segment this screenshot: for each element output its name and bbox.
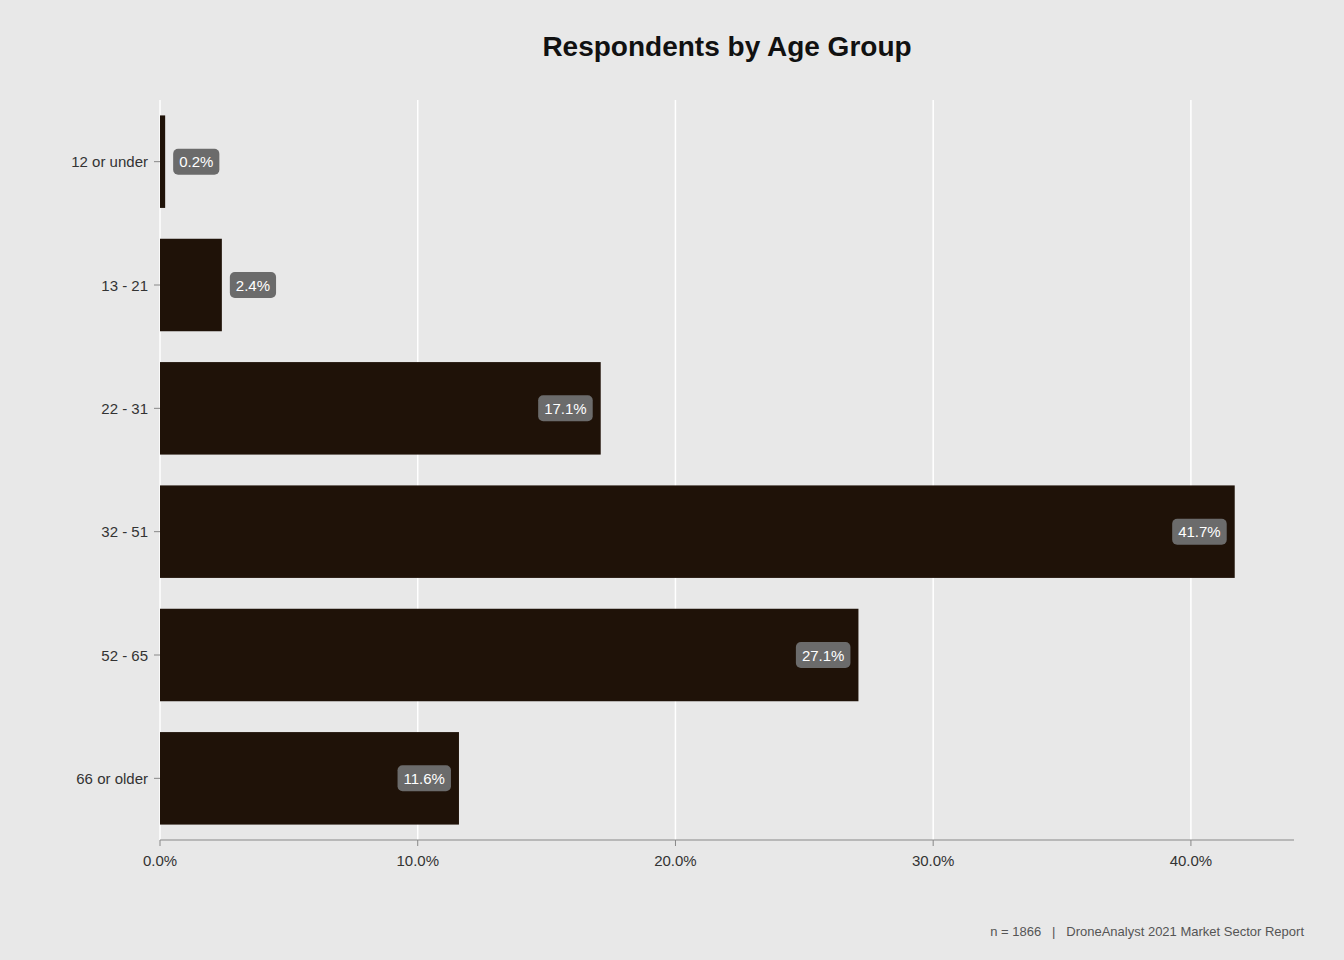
data-label: 0.2% — [179, 153, 213, 170]
x-tick — [160, 840, 161, 846]
title: Respondents by Age Group — [542, 31, 911, 62]
category-label: 22 - 31 — [101, 400, 148, 417]
data-label-bg — [538, 395, 593, 421]
category-label: 52 - 65 — [101, 647, 148, 664]
data-label-bg — [173, 149, 219, 175]
grid-line — [1190, 100, 1192, 840]
category-label: 32 - 51 — [101, 523, 148, 540]
footer: n = 1866 | DroneAnalyst 2021 Market Sect… — [990, 924, 1304, 939]
data-label-bg — [796, 642, 851, 668]
grid-line — [932, 100, 934, 840]
y-tick — [154, 408, 160, 409]
bar — [160, 609, 858, 702]
category-label: 13 - 21 — [101, 277, 148, 294]
x-tick-label: 20.0% — [654, 852, 697, 869]
x-tick — [933, 840, 934, 846]
bar — [160, 362, 601, 455]
y-tick — [154, 285, 160, 286]
x-tick-label: 10.0% — [396, 852, 439, 869]
y-tick — [154, 655, 160, 656]
bar — [160, 239, 222, 332]
y-tick — [154, 161, 160, 162]
x-tick-label: 30.0% — [912, 852, 955, 869]
y-tick — [154, 531, 160, 532]
bar — [160, 485, 1235, 577]
data-label-bg — [230, 272, 276, 298]
data-label: 41.7% — [1178, 523, 1221, 540]
x-tick — [417, 840, 418, 846]
grid-line — [159, 100, 161, 840]
data-label: 17.1% — [544, 400, 587, 417]
x-tick — [1190, 840, 1191, 846]
background — [0, 0, 1344, 960]
data-labels: 0.2% 2.4% 17.1% 41.7% 27.1% 11.6% — [173, 149, 1227, 792]
category-label: 12 or under — [71, 153, 148, 170]
bar — [160, 115, 165, 207]
chart: 0.0% 10.0% 20.0% 30.0% 40.0% 12 or under 13 - … — [0, 0, 1344, 960]
data-label: 2.4% — [236, 277, 270, 294]
data-label: 11.6% — [404, 770, 445, 787]
x-tick — [675, 840, 676, 846]
bar — [160, 732, 459, 825]
data-label: 27.1% — [802, 647, 845, 664]
category-label: 66 or older — [76, 770, 148, 787]
y-tick — [154, 778, 160, 779]
x-tick-label: 40.0% — [1170, 852, 1213, 869]
grid-line — [675, 100, 677, 840]
data-label-bg — [398, 765, 451, 791]
grid-line — [417, 100, 419, 840]
data-label-bg — [1172, 519, 1227, 545]
x-axis-line — [160, 840, 1294, 841]
bars — [160, 115, 1235, 824]
x-tick-label: 0.0% — [143, 852, 177, 869]
